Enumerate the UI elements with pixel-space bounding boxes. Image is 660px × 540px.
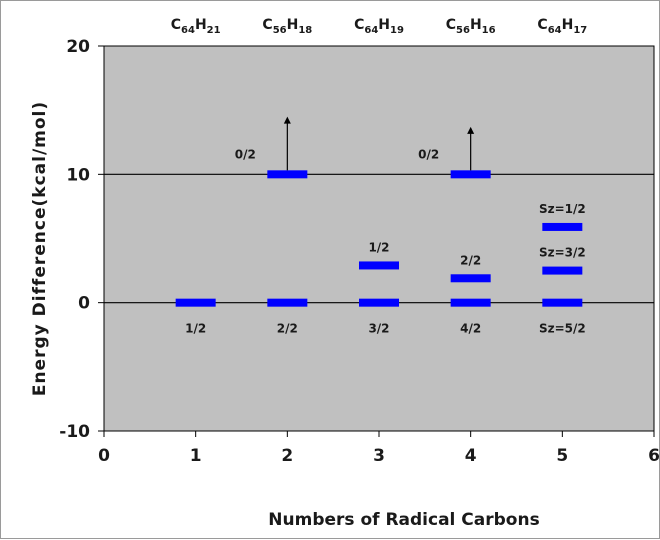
energy-level-bar <box>450 170 491 179</box>
energy-level-bar <box>542 266 583 275</box>
x-tick-label: 3 <box>373 446 385 466</box>
molecule-formula: C56H16 <box>446 17 496 36</box>
x-tick-label: 1 <box>190 446 202 466</box>
x-tick-label: 2 <box>281 446 293 466</box>
level-label: 3/2 <box>368 322 389 336</box>
molecule-formula: C56H18 <box>262 17 312 36</box>
level-label: 2/2 <box>277 322 298 336</box>
y-tick-label: 10 <box>66 165 90 185</box>
x-tick-label: 6 <box>648 446 660 466</box>
level-label: 4/2 <box>460 322 481 336</box>
level-label: Sz=3/2 <box>539 246 586 260</box>
plot-area <box>103 45 655 432</box>
energy-level-bar <box>450 274 491 283</box>
level-label: Sz=1/2 <box>539 202 586 216</box>
y-tick-label: 20 <box>66 37 90 57</box>
y-axis-label: Energy Difference(kcal/mol) <box>30 101 50 396</box>
level-label: Sz=5/2 <box>539 322 586 336</box>
level-label: 2/2 <box>460 253 481 267</box>
energy-level-bar <box>542 222 583 231</box>
energy-level-bar <box>359 261 399 270</box>
energy-level-bar <box>267 170 308 179</box>
x-tick-label: 5 <box>556 446 568 466</box>
energy-level-bar <box>267 298 308 307</box>
x-tick-label: 0 <box>98 446 110 466</box>
energy-level-bar <box>359 298 399 307</box>
arrow-head <box>283 116 291 124</box>
y-tick-label: 0 <box>78 294 90 314</box>
y-tick-label: -10 <box>59 422 90 442</box>
molecule-formula: C64H21 <box>171 17 221 36</box>
energy-level-bar <box>175 298 216 307</box>
molecule-formula: C64H19 <box>354 17 404 36</box>
molecule-formula: C64H17 <box>537 17 587 36</box>
level-label: 0/2 <box>235 147 256 161</box>
x-axis-label: Numbers of Radical Carbons <box>268 510 539 530</box>
x-tick-label: 4 <box>465 446 477 466</box>
arrow-head <box>467 126 475 134</box>
level-label: 1/2 <box>368 240 389 254</box>
energy-level-bar <box>450 298 491 307</box>
level-label: 1/2 <box>185 322 206 336</box>
level-label: 0/2 <box>418 147 439 161</box>
energy-level-bar <box>542 298 583 307</box>
